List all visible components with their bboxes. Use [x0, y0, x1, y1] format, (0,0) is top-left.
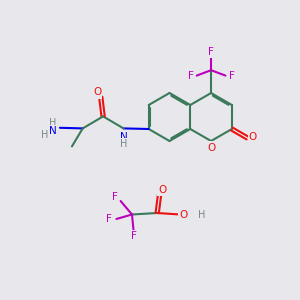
Text: F: F — [131, 231, 137, 241]
Text: N: N — [49, 126, 56, 136]
Text: H: H — [120, 139, 127, 149]
Text: O: O — [179, 210, 188, 220]
Text: O: O — [208, 142, 216, 153]
Text: F: F — [208, 46, 214, 57]
Text: O: O — [249, 131, 257, 142]
Text: F: F — [106, 214, 112, 224]
Text: O: O — [93, 87, 101, 98]
Text: H: H — [41, 130, 49, 140]
Text: O: O — [158, 185, 167, 195]
Text: H: H — [198, 209, 205, 220]
Text: F: F — [188, 70, 194, 81]
Text: F: F — [112, 192, 118, 203]
Text: H: H — [49, 118, 56, 128]
Text: N: N — [120, 132, 128, 142]
Text: F: F — [229, 70, 234, 81]
